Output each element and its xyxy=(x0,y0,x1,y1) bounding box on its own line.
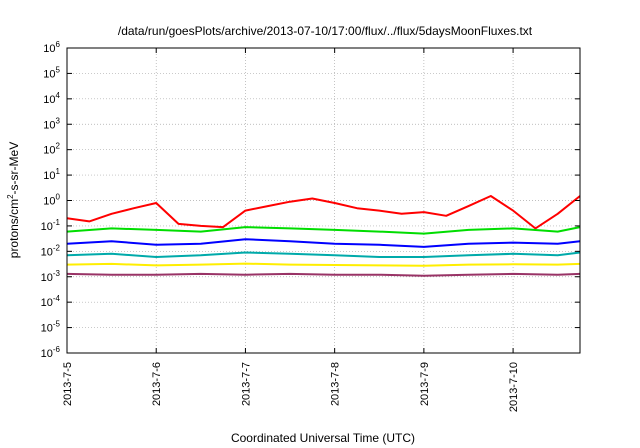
y-tick-label: 104 xyxy=(43,91,60,106)
y-tick-label-base: 10 xyxy=(43,43,55,55)
series-line xyxy=(66,238,581,248)
x-tick-label: 2013-7-6 xyxy=(151,362,163,406)
y-tick-label: 101 xyxy=(43,167,60,182)
y-tick-label: 105 xyxy=(43,65,60,80)
y-tick-label-exponent: 2 xyxy=(56,142,61,151)
y-axis-label-rest: -s-sr-MeV xyxy=(7,142,21,195)
x-tick-label: 2013-7-5 xyxy=(62,362,74,406)
y-tick-label-base: 10 xyxy=(43,145,55,157)
y-tick-label-exponent: 5 xyxy=(56,65,61,74)
series-line xyxy=(66,195,581,230)
y-tick-label-base: 10 xyxy=(41,272,53,284)
y-tick-label: 106 xyxy=(43,40,60,55)
series-line xyxy=(66,226,581,235)
y-tick-label: 10-3 xyxy=(41,269,61,284)
y-tick-label-exponent: -6 xyxy=(53,345,61,354)
x-tick-label: 2013-7-10 xyxy=(508,362,520,412)
y-tick-label-exponent: 0 xyxy=(56,193,61,202)
y-tick-label-base: 10 xyxy=(41,348,53,360)
x-tick-label: 2013-7-7 xyxy=(240,362,252,406)
y-axis-label-base: protons/cm xyxy=(7,199,21,258)
y-tick-label-base: 10 xyxy=(41,297,53,309)
x-tick-labels: 2013-7-5 2013-7-6 2013-7-7 2013-7-8 2013-7-9… xyxy=(62,362,520,412)
y-tick-label: 10-4 xyxy=(41,294,61,309)
tick-marks xyxy=(66,47,580,354)
y-axis-label-superscript: 2 xyxy=(6,194,15,199)
y-tick-label-exponent: -5 xyxy=(53,320,61,329)
y-tick-label-exponent: -2 xyxy=(53,243,61,252)
y-tick-label-exponent: 1 xyxy=(56,167,61,176)
y-tick-label: 10-2 xyxy=(41,243,61,258)
y-axis-label: protons/cm2-s-sr-MeV xyxy=(6,142,21,258)
y-tick-label: 100 xyxy=(43,193,60,208)
y-tick-label-base: 10 xyxy=(43,119,55,131)
y-tick-label: 10-6 xyxy=(41,345,61,360)
y-tick-label-base: 10 xyxy=(41,246,53,258)
y-tick-label-exponent: -4 xyxy=(53,294,61,303)
series-group xyxy=(66,195,581,277)
y-tick-label-exponent: -1 xyxy=(53,218,61,227)
y-tick-label: 102 xyxy=(43,142,60,157)
y-tick-label-exponent: 6 xyxy=(56,40,61,49)
y-tick-label-exponent: -3 xyxy=(53,269,61,278)
y-tick-label-base: 10 xyxy=(43,196,55,208)
y-tick-label-base: 10 xyxy=(43,170,55,182)
x-tick-label: 2013-7-9 xyxy=(419,362,431,406)
series-line xyxy=(66,262,581,267)
y-tick-label: 10-5 xyxy=(41,320,61,335)
series-line xyxy=(66,272,581,277)
y-tick-label: 103 xyxy=(43,116,60,131)
chart-title: /data/run/goesPlots/archive/2013-07-10/1… xyxy=(118,24,533,38)
y-tick-label: 10-1 xyxy=(41,218,61,233)
y-tick-label-base: 10 xyxy=(43,94,55,106)
y-tick-label-base: 10 xyxy=(41,323,53,335)
x-tick-label: 2013-7-8 xyxy=(330,362,342,406)
y-tick-label-base: 10 xyxy=(43,68,55,80)
y-tick-label-exponent: 3 xyxy=(56,116,61,125)
series-line xyxy=(66,251,581,258)
x-axis-label: Coordinated Universal Time (UTC) xyxy=(231,431,415,445)
y-tick-label-base: 10 xyxy=(41,221,53,233)
y-tick-label-exponent: 4 xyxy=(56,91,61,100)
y-tick-labels: 10-610-510-410-310-210-11001011021031041… xyxy=(41,40,61,360)
